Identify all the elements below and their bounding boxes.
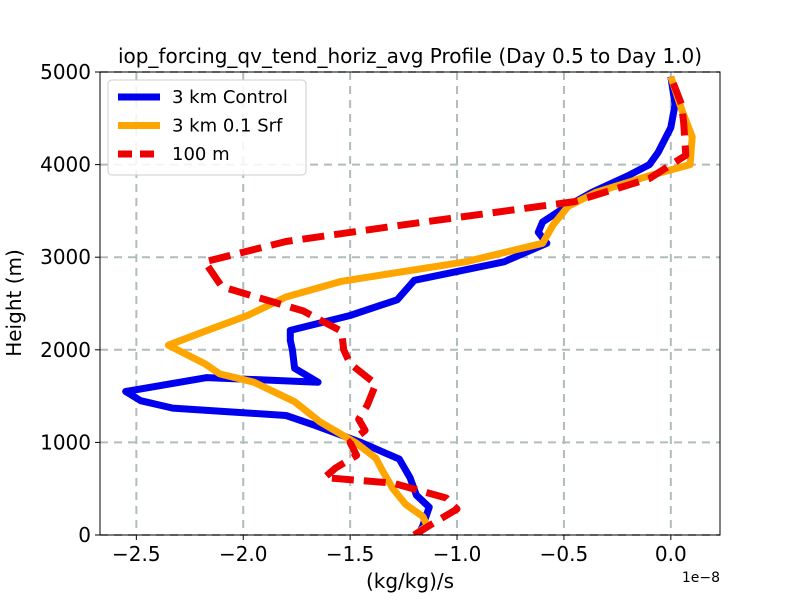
x-tick-label: 0.0: [655, 542, 687, 566]
y-tick-label: 0: [78, 523, 91, 547]
y-axis-label: Height (m): [2, 249, 26, 357]
y-tick-label: 1000: [40, 430, 91, 454]
x-tick-label: −2.5: [112, 542, 161, 566]
x-tick-label: −1.0: [433, 542, 482, 566]
x-tick-label: −2.0: [219, 542, 268, 566]
chart-title: iop_forcing_qv_tend_horiz_avg Profile (D…: [118, 44, 702, 68]
x-offset-label: 1e−8: [682, 570, 720, 586]
x-tick-label: −1.5: [326, 542, 375, 566]
plot-frame: [99, 71, 721, 536]
x-axis-label: (kg/kg)/s: [366, 569, 454, 593]
legend-box: [107, 79, 307, 176]
legend-label: 3 km 0.1 Srf: [172, 116, 283, 137]
series-lines: [122, 75, 696, 535]
series-line-0: [122, 76, 679, 535]
x-tick-label: −0.5: [540, 542, 589, 566]
legend-label: 3 km Control: [172, 87, 288, 108]
legend-label: 100 m: [172, 144, 230, 165]
y-tick-label: 3000: [40, 245, 91, 269]
series-line-2: [201, 75, 690, 535]
y-tick-label: 5000: [40, 60, 91, 84]
axis-ticks: −2.5 −2.0 −1.5 −1.0 −0.5 0.0 0 1000 2000 3000 4000…: [40, 60, 687, 566]
legend: 3 km Control 3 km 0.1 Srf 100 m: [107, 79, 307, 176]
y-tick-label: 2000: [40, 338, 91, 362]
y-tick-label: 4000: [40, 153, 91, 177]
